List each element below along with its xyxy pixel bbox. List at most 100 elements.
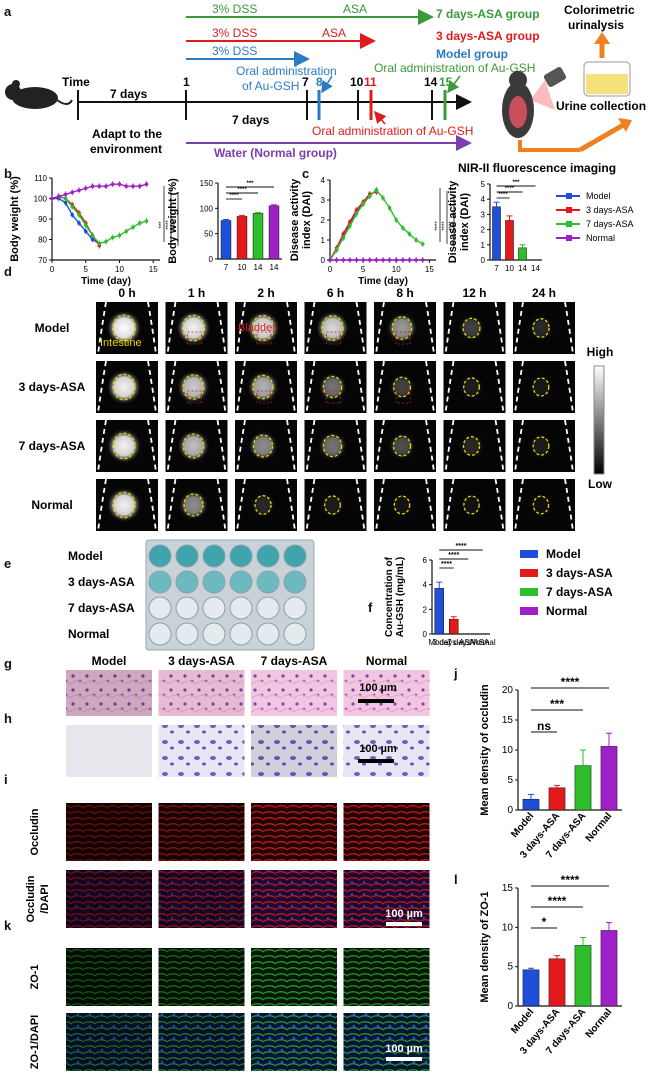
bar-3 days-ASA <box>548 787 566 811</box>
sig-label: **** <box>449 221 455 231</box>
zo1-tile <box>158 948 245 1006</box>
y-tick-label: 70 <box>38 256 47 265</box>
imaging-tile <box>304 478 367 532</box>
y-tick-label: 5 <box>507 962 513 973</box>
body-outline-left <box>97 301 107 355</box>
occludin-dapi-tile <box>251 870 337 928</box>
sig-label: **** <box>237 187 247 193</box>
imaging-tile <box>443 419 506 473</box>
scale-bar <box>386 1057 422 1061</box>
y-axis-label: Concentration of <box>384 556 395 637</box>
legend-label: 3 days-ASA <box>546 566 613 580</box>
data-point <box>381 196 385 200</box>
well <box>229 544 253 568</box>
y-tick-label: 10 <box>502 922 514 933</box>
body-outline-right <box>425 301 435 355</box>
well <box>148 544 172 568</box>
body-outline-left <box>97 419 107 473</box>
body-outline-right <box>216 478 227 532</box>
bar-7 days-ASA <box>574 945 592 1007</box>
zo1-dapi-tile <box>66 1013 152 1071</box>
data-point <box>63 192 68 197</box>
y-tick-label: 0 <box>423 630 428 639</box>
roi-circle <box>532 495 550 515</box>
time-label: 6 h <box>327 286 344 300</box>
column-label: 7 days-ASA <box>261 654 328 668</box>
occludin-tile <box>66 803 152 861</box>
dai-bar-chart: 0 1 2 3 4 5 Disease activity index (DAI) 7 10 14 14… <box>447 180 542 273</box>
sig-label: **** <box>173 220 179 230</box>
sig-label: **** <box>505 186 515 192</box>
body-outline-left <box>444 360 455 414</box>
body-outline-left <box>375 301 385 355</box>
time-label: 8 h <box>396 286 413 300</box>
scale-bar <box>386 922 422 926</box>
x-tick-label: 14 <box>270 263 279 272</box>
body-outline-right <box>355 301 366 355</box>
x-tick-label: 7 <box>494 264 499 273</box>
well <box>256 622 280 646</box>
panel-label-b: b <box>4 166 12 181</box>
imaging-tile <box>513 301 575 355</box>
legend-label: Normal <box>586 233 615 243</box>
imaging-tile <box>374 419 436 473</box>
y-axis-label: Body weight (%) <box>167 178 179 264</box>
scale-label: 100 µm <box>385 908 423 920</box>
tick-15: 15 <box>439 75 453 89</box>
imaging-tile <box>165 478 228 532</box>
fluorescence-signal <box>246 370 280 404</box>
body-outline-left <box>305 360 316 414</box>
tick-7: 7 <box>302 75 309 89</box>
y-axis-label: Disease activity <box>289 178 301 261</box>
x-tick-label: 14 <box>254 263 263 272</box>
data-point <box>414 238 418 242</box>
y-tick-label: 1 <box>321 236 326 245</box>
legend-swatch <box>566 207 572 213</box>
row-label: Model <box>35 321 70 335</box>
x-tick-label: Normal <box>470 638 496 647</box>
panel-a: a 3% DSS ASA 7 days-ASA group 3% DSS ASA… <box>4 2 646 160</box>
data-point <box>137 184 142 188</box>
fluorescence-signal <box>106 428 142 464</box>
body-outline-left <box>514 419 524 473</box>
body-outline-right <box>147 301 157 355</box>
data-point <box>50 196 54 201</box>
well <box>256 570 280 594</box>
imaging-tile <box>235 301 297 355</box>
data-point <box>90 237 95 242</box>
colorimetric-2: urinalysis <box>568 18 624 32</box>
legend-swatch <box>520 550 538 558</box>
bar-Model <box>522 798 540 811</box>
he-tile <box>251 670 337 716</box>
legend-label: Model <box>546 547 581 561</box>
nir-label: NIR-II fluorescence imaging <box>458 161 616 175</box>
tick-8: 8 <box>316 75 323 89</box>
data-point <box>137 221 142 225</box>
data-point <box>124 229 129 234</box>
y-tick-label: 100 <box>200 204 214 213</box>
roi-circle <box>252 374 274 400</box>
bar-3 days-ASA <box>548 958 566 1007</box>
row-label: Occludin <box>25 875 37 922</box>
x-tick-label: 5 <box>361 265 366 274</box>
scale-label: 100 µm <box>359 743 397 755</box>
legend-label: 7 days-ASA <box>586 219 634 229</box>
oral-ausgh-green: Oral administration of Au-GSH <box>374 61 535 75</box>
body-outline-right <box>355 360 366 414</box>
tick-11: 11 <box>364 75 377 89</box>
body-outline-left <box>305 301 316 355</box>
bar-Normal <box>600 930 618 1007</box>
fluorescence-signal <box>176 370 211 404</box>
y-tick-label: 2 <box>321 216 326 225</box>
column-label: Normal <box>366 654 407 668</box>
y-tick-label: 20 <box>502 685 514 696</box>
imaging-tile <box>165 301 228 355</box>
sig-label: ns <box>537 719 551 733</box>
data-point <box>381 258 385 262</box>
fluorescence-signal <box>245 310 281 346</box>
bar-7 days-ASA <box>574 765 592 811</box>
body-outline-left <box>444 301 455 355</box>
column-label: 3 days-ASA <box>168 654 235 668</box>
row-label: 3 days-ASA <box>68 575 135 589</box>
body-outline-left <box>305 419 316 473</box>
